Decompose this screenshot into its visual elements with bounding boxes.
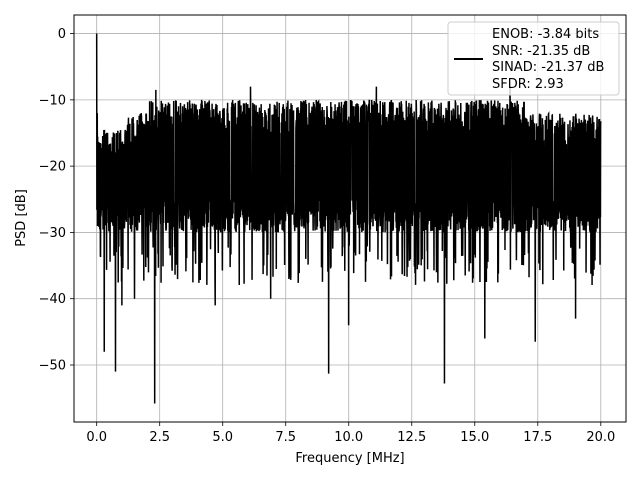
x-tick-label: 5.0 (212, 430, 233, 445)
x-tick-label: 17.5 (523, 430, 552, 445)
y-tick-label: −50 (39, 358, 66, 373)
y-tick-label: −30 (39, 226, 66, 241)
y-axis-ticks: 0 −10 −20 −30 −40 −50 (39, 27, 74, 373)
x-tick-label: 7.5 (275, 430, 296, 445)
y-tick-label: 0 (58, 27, 66, 42)
legend: ENOB: -3.84 bits SNR: -21.35 dB SINAD: -… (447, 21, 620, 96)
y-tick-label: −10 (39, 93, 66, 108)
legend-sinad: SINAD: -21.37 dB (492, 60, 604, 75)
x-tick-label: 0.0 (86, 430, 107, 445)
psd-series-line (95, 33, 602, 404)
x-tick-label: 10.0 (334, 430, 363, 445)
legend-enob: ENOB: -3.84 bits (492, 27, 599, 42)
x-tick-label: 15.0 (460, 430, 489, 445)
legend-sfdr: SFDR: 2.93 (492, 77, 564, 92)
y-axis-label: PSD [dB] (14, 189, 29, 247)
legend-box (447, 21, 620, 96)
y-tick-label: −20 (39, 160, 66, 175)
plot-frame (73, 14, 627, 423)
x-tick-label: 20.0 (586, 430, 615, 445)
y-tick-label: −40 (39, 292, 66, 307)
x-axis-label: Frequency [MHz] (295, 451, 404, 466)
x-tick-label: 2.5 (149, 430, 170, 445)
psd-trace (95, 33, 602, 404)
legend-snr: SNR: -21.35 dB (492, 44, 590, 59)
x-tick-label: 12.5 (397, 430, 426, 445)
x-axis-ticks: 0.0 2.5 5.0 7.5 10.0 12.5 15.0 17.5 20.0 (86, 422, 615, 445)
